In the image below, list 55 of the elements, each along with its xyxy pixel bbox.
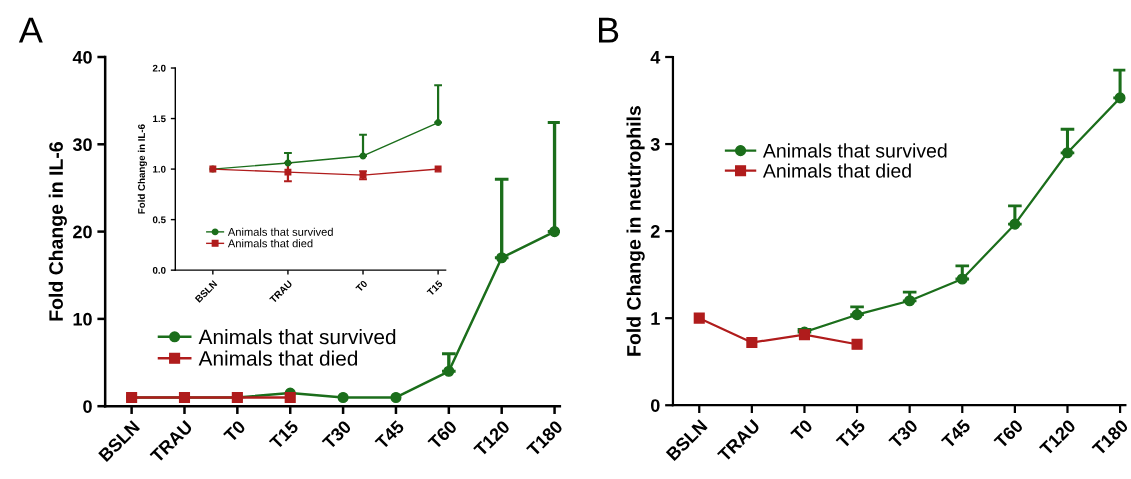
y-tick-label: 3 <box>650 137 660 151</box>
y-axis-title: Fold Change in neutrophils <box>626 106 645 356</box>
x-tick-label: T15 <box>426 279 443 297</box>
y-tick-label: 1.0 <box>153 165 166 173</box>
y-tick-label: 0.0 <box>152 266 166 274</box>
legend-label: Animals that survived <box>762 143 947 158</box>
point <box>549 226 560 238</box>
legend-label: Animals that survived <box>227 227 333 236</box>
x-tick-label: T30 <box>321 419 352 451</box>
point <box>284 391 296 404</box>
legend-label: Animals that survived <box>198 329 396 345</box>
y-tick-label: 30 <box>72 138 92 152</box>
y-tick-label: 0.5 <box>152 216 166 224</box>
point <box>390 391 402 404</box>
point <box>746 336 758 349</box>
point <box>434 165 442 173</box>
legend-label: Animals that died <box>198 350 358 366</box>
point <box>284 168 292 176</box>
text: A <box>18 17 43 43</box>
point <box>1061 147 1074 159</box>
point <box>337 391 349 404</box>
y-tick-label: 0 <box>650 399 660 412</box>
y-axis-title: Fold Change in IL-6 <box>137 124 147 214</box>
legend-label: Animals that died <box>227 239 313 248</box>
x-tick-label: T0 <box>790 418 814 442</box>
y-tick-label: 10 <box>73 312 92 326</box>
y-tick-label: 2.0 <box>152 64 166 72</box>
y-tick-label: 4 <box>650 51 661 64</box>
x-tick-label: T30 <box>888 418 919 450</box>
y-axis-title: Fold Change in IL-6 <box>48 142 67 321</box>
x-tick-label: T45 <box>940 418 972 450</box>
y-tick-label: 2 <box>650 225 660 238</box>
x-tick-label: T45 <box>374 419 405 451</box>
y-tick-label: 1.5 <box>153 115 166 123</box>
point <box>956 273 968 285</box>
x-tick-label: T60 <box>427 419 458 451</box>
x-tick-label: T60 <box>993 418 1024 450</box>
y-tick-label: 0 <box>83 400 92 413</box>
x-tick-label: T0 <box>222 419 247 443</box>
point <box>693 312 705 324</box>
x-tick-label: T15 <box>835 418 867 450</box>
point <box>904 295 916 307</box>
x-tick-label: T15 <box>268 419 300 451</box>
y-tick-label: 20 <box>73 225 92 239</box>
point <box>851 309 863 321</box>
point <box>496 252 508 264</box>
y-tick-label: 1 <box>651 312 660 325</box>
text: B <box>599 17 619 43</box>
point <box>1009 218 1021 230</box>
legend-label: Animals that died <box>762 163 911 178</box>
point <box>1114 92 1126 104</box>
x-tick-label: T0 <box>355 279 368 293</box>
point <box>851 338 863 350</box>
point <box>443 365 455 377</box>
y-tick-label: 40 <box>72 50 92 64</box>
